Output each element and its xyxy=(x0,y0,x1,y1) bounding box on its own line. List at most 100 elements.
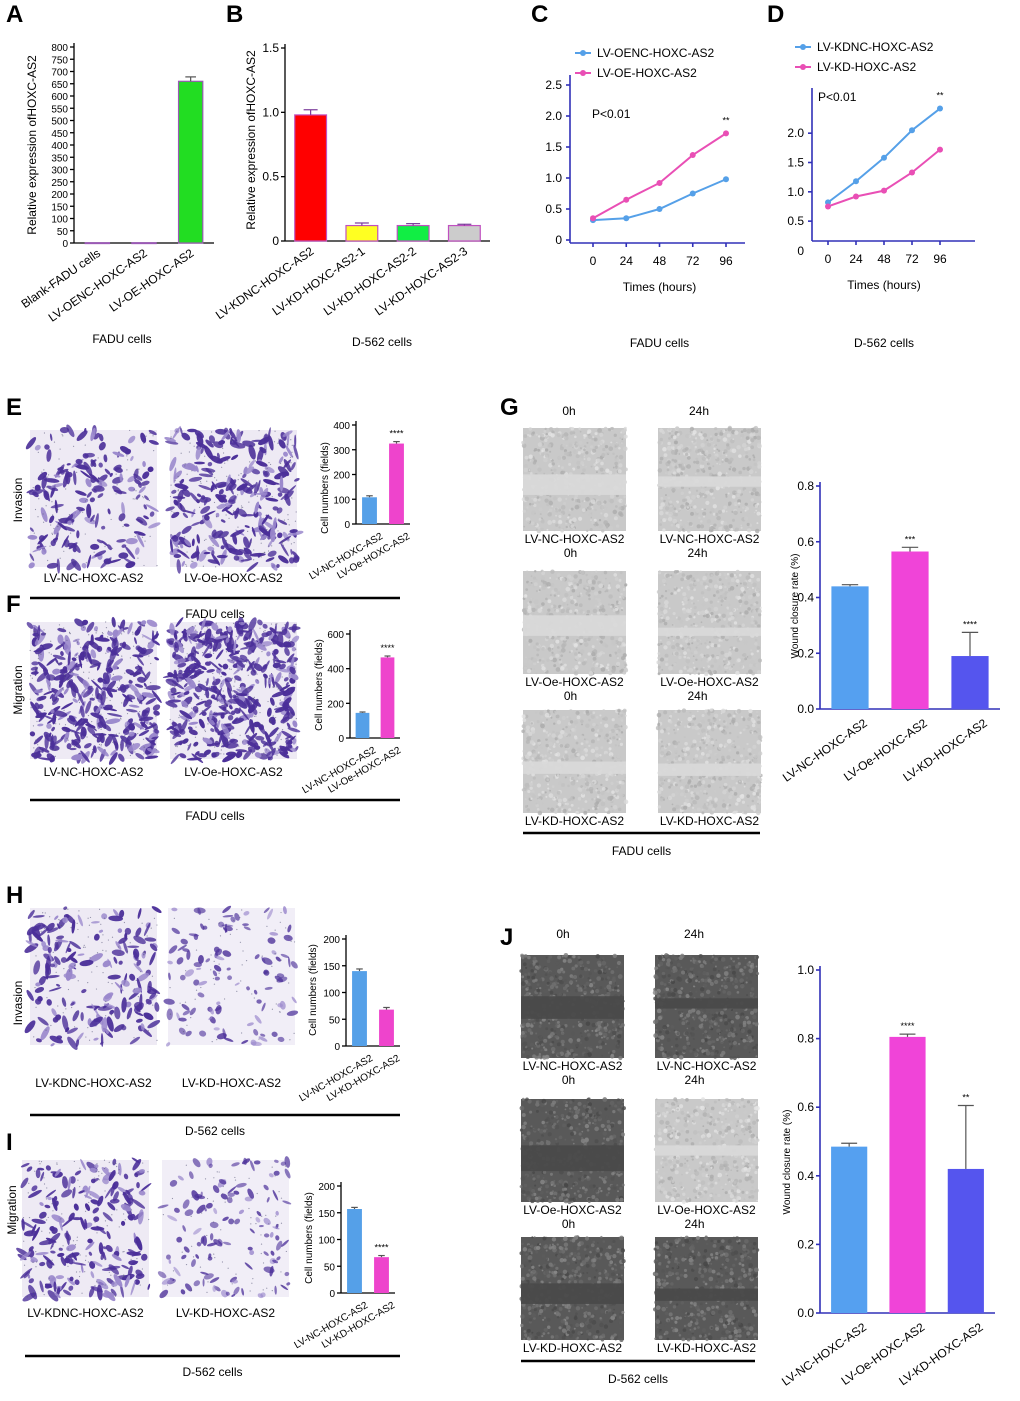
cell xyxy=(169,456,177,472)
cell xyxy=(127,622,133,635)
texture xyxy=(603,520,609,525)
wound-gap xyxy=(658,476,761,487)
cell xyxy=(289,557,295,564)
texture xyxy=(725,493,728,496)
pore xyxy=(172,676,174,678)
cell xyxy=(78,497,89,503)
cell xyxy=(109,650,120,656)
cell xyxy=(272,506,279,511)
cell xyxy=(204,514,210,521)
cell xyxy=(193,668,202,678)
pore xyxy=(69,917,72,920)
texture xyxy=(573,574,578,579)
texture xyxy=(524,612,527,615)
cell xyxy=(37,661,49,672)
pore xyxy=(68,631,71,633)
texture xyxy=(568,513,571,517)
pore xyxy=(287,755,289,757)
texture xyxy=(537,442,543,447)
texture xyxy=(549,594,552,597)
texture xyxy=(524,431,527,434)
pore xyxy=(87,917,89,919)
texture xyxy=(612,440,617,444)
texture xyxy=(691,440,694,443)
wound-gap xyxy=(523,474,626,495)
pore xyxy=(290,658,292,660)
pore xyxy=(268,462,270,464)
pore xyxy=(86,498,88,500)
y-tick-label: 50 xyxy=(57,227,69,238)
pore xyxy=(195,643,197,645)
texture xyxy=(549,656,554,661)
texture xyxy=(594,432,598,436)
texture xyxy=(553,594,557,597)
texture xyxy=(670,523,674,527)
cell xyxy=(54,658,59,664)
pore xyxy=(113,1162,115,1164)
cell xyxy=(52,654,66,660)
cell xyxy=(283,451,288,457)
pore xyxy=(230,1197,233,1199)
pore xyxy=(188,451,190,453)
texture xyxy=(533,497,538,502)
texture xyxy=(695,460,700,465)
pore xyxy=(269,463,272,466)
texture xyxy=(740,494,743,497)
texture xyxy=(697,599,699,602)
cell xyxy=(204,699,213,708)
cell xyxy=(248,538,252,549)
panel-label-j: J xyxy=(500,924,513,951)
cell xyxy=(146,747,160,754)
texture xyxy=(740,430,744,434)
texture xyxy=(686,464,691,469)
texture xyxy=(561,643,566,648)
pore xyxy=(182,1031,185,1033)
texture xyxy=(693,605,697,610)
pore xyxy=(31,677,33,679)
texture xyxy=(585,573,588,577)
texture xyxy=(689,640,692,643)
pore xyxy=(204,631,207,633)
cell xyxy=(191,521,201,527)
texture xyxy=(583,436,586,439)
pore xyxy=(128,751,131,753)
y-axis-title: Cell numbers (fields) xyxy=(304,1192,315,1284)
cell xyxy=(107,508,111,515)
pore xyxy=(214,746,216,748)
texture xyxy=(532,612,535,615)
texture xyxy=(615,661,621,667)
texture xyxy=(608,594,613,599)
pore xyxy=(129,679,131,681)
pore xyxy=(225,540,227,542)
cell xyxy=(217,482,227,489)
cell xyxy=(200,447,204,455)
pore xyxy=(29,698,31,700)
pore xyxy=(197,707,199,709)
cell xyxy=(123,557,136,565)
texture xyxy=(668,428,671,431)
pore xyxy=(216,506,218,508)
texture xyxy=(523,434,528,438)
pore xyxy=(46,1187,48,1189)
pore xyxy=(67,908,69,910)
pore xyxy=(287,646,289,649)
cell xyxy=(46,674,56,681)
pore xyxy=(107,981,109,983)
texture xyxy=(612,608,616,612)
y-tick-label: 400 xyxy=(51,141,68,152)
y-tick-label: 100 xyxy=(51,215,68,226)
cell xyxy=(38,535,45,542)
texture xyxy=(556,573,561,578)
pore xyxy=(195,497,197,499)
cell xyxy=(142,471,150,479)
texture xyxy=(546,581,551,587)
pore xyxy=(231,677,233,679)
texture xyxy=(555,667,561,672)
pore xyxy=(84,649,87,652)
texture xyxy=(576,460,581,465)
texture xyxy=(618,595,622,599)
pore xyxy=(73,561,75,563)
texture xyxy=(590,667,595,672)
pore xyxy=(260,1234,262,1236)
pore xyxy=(134,536,136,538)
